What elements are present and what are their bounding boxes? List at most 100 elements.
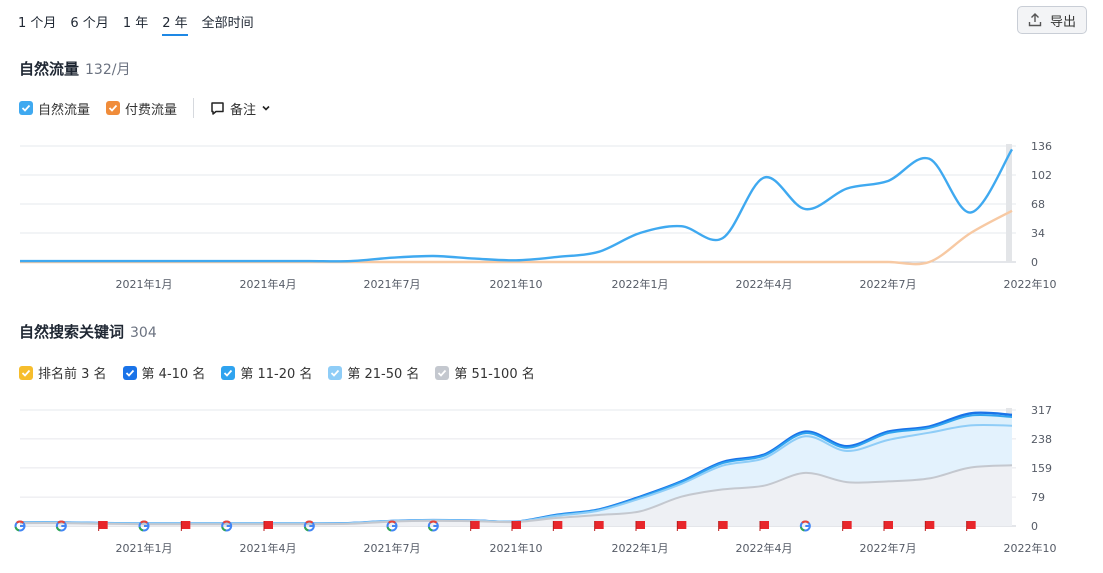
google-update-icon <box>138 520 150 532</box>
event-flag-icon <box>470 521 480 531</box>
x-tick-label: 2022年1月 <box>612 541 669 555</box>
google-ring-red <box>222 520 231 524</box>
y-tick-label: 238 <box>1031 433 1052 446</box>
export-button[interactable]: 导出 <box>1017 6 1087 34</box>
flag-body <box>636 521 645 529</box>
legend-11-20[interactable]: 第 11-20 名 <box>221 363 312 382</box>
series-line <box>20 148 1014 263</box>
keywords-title: 自然搜索关键词 304 <box>19 321 157 342</box>
traffic-title: 自然流量 132/月 <box>19 58 130 79</box>
legend-paid-traffic[interactable]: 付费流量 <box>106 99 177 118</box>
chevron-down-icon <box>262 105 270 111</box>
y-tick-label: 317 <box>1031 404 1052 417</box>
flag-body <box>264 521 273 529</box>
event-flag-icon <box>552 521 563 531</box>
flag-body <box>553 521 563 529</box>
series-line <box>20 209 1013 266</box>
organic-keywords-chart: 0 79 159 238 317 2021年1月 2021年4月 2021年7月 2021年10… <box>14 404 1057 555</box>
keywords-subtitle: 304 <box>130 325 157 341</box>
range-tab-2y[interactable]: 2 年 <box>162 12 188 36</box>
google-ring-green <box>303 526 309 532</box>
x-tick-label: 2021年1月 <box>116 277 173 291</box>
y-tick-label: 68 <box>1031 198 1045 211</box>
checkbox-icon[interactable] <box>19 365 33 380</box>
event-flag-icon <box>180 521 191 531</box>
y-tick-label: 159 <box>1031 462 1052 475</box>
x-tick-label: 2022年10 <box>1004 541 1057 555</box>
flag-body <box>718 521 728 529</box>
range-tab-all[interactable]: 全部时间 <box>201 16 254 31</box>
flag-body <box>884 521 893 529</box>
traffic-title-text: 自然流量 <box>19 60 80 78</box>
checkbox-icon[interactable] <box>106 101 121 115</box>
event-flag-icon <box>842 521 852 531</box>
flag-body <box>760 521 769 529</box>
google-update-icon <box>386 520 398 532</box>
google-ring-red <box>57 520 66 524</box>
google-ring-red <box>140 520 148 524</box>
checkbox-icon[interactable] <box>328 365 343 380</box>
event-flag-icon <box>883 521 893 531</box>
upload-icon <box>1028 13 1042 27</box>
google-ring-green <box>799 526 805 532</box>
organic-traffic-chart: 0 34 68 102 136 2021年1月 2021年4月 2021年7月 2021年10 2… <box>20 140 1057 291</box>
google-update-icon <box>55 520 67 532</box>
legend-organic-traffic[interactable]: 自然流量 <box>19 99 90 118</box>
google-ring-red <box>801 520 810 524</box>
legend-label: 排名前 3 名 <box>38 367 107 382</box>
flag-body <box>594 521 604 529</box>
y-tick-label: 136 <box>1031 140 1052 153</box>
notes-dropdown[interactable]: 备注 <box>210 99 271 118</box>
checkbox-icon[interactable] <box>122 365 137 380</box>
legend-label: 自然流量 <box>38 102 91 118</box>
legend-4-10[interactable]: 第 4-10 名 <box>122 363 205 382</box>
google-ring-green <box>386 526 392 532</box>
event-flag-icon <box>718 521 728 531</box>
google-ring-red <box>305 520 314 524</box>
event-flag-icon <box>511 521 521 531</box>
google-update-icon <box>14 520 26 532</box>
event-flag-icon <box>263 521 273 531</box>
x-tick-label: 2022年7月 <box>860 277 917 291</box>
google-ring-green <box>55 526 61 532</box>
notes-label: 备注 <box>230 102 257 118</box>
google-ring-red <box>388 520 396 524</box>
flag-body <box>966 521 976 529</box>
checkbox-icon[interactable] <box>221 365 236 380</box>
google-ring-green <box>14 526 20 532</box>
x-tick-label: 2022年4月 <box>736 277 793 291</box>
google-ring-red <box>16 520 24 524</box>
event-flag-icon <box>759 521 769 531</box>
legend-divider <box>193 98 195 118</box>
x-tick-label: 2022年1月 <box>612 277 669 291</box>
google-ring-green <box>138 526 144 532</box>
current-period-band <box>1006 144 1012 262</box>
x-tick-label: 2021年10 <box>490 541 543 555</box>
google-update-icon <box>799 520 811 532</box>
flag-body <box>842 521 852 529</box>
flag-body <box>925 521 935 529</box>
y-tick-label: 0 <box>1031 520 1038 533</box>
range-tab-1m[interactable]: 1 个月 <box>18 16 57 31</box>
keywords-legend: 排名前 3 名 第 4-10 名 第 11-20 名 第 21-50 名 第 5… <box>19 363 551 382</box>
legend-21-50[interactable]: 第 21-50 名 <box>328 363 419 382</box>
legend-top3[interactable]: 排名前 3 名 <box>19 363 107 382</box>
flag-body <box>512 521 521 529</box>
x-tick-label: 2022年4月 <box>736 541 793 555</box>
y-tick-label: 79 <box>1031 491 1045 504</box>
x-tick-label: 2022年10 <box>1004 277 1057 291</box>
google-update-icon <box>221 520 233 532</box>
traffic-subtitle: 132/月 <box>85 62 131 78</box>
checkbox-icon[interactable] <box>19 101 33 115</box>
x-tick-label: 2021年1月 <box>116 541 173 555</box>
google-ring-red <box>429 520 438 524</box>
flag-body <box>98 521 108 529</box>
x-tick-label: 2022年7月 <box>860 541 917 555</box>
range-tab-1y[interactable]: 1 年 <box>122 16 149 31</box>
legend-51-100[interactable]: 第 51-100 名 <box>435 363 535 382</box>
export-label: 导出 <box>1049 14 1076 30</box>
checkbox-icon[interactable] <box>435 365 450 380</box>
flag-body <box>677 521 687 529</box>
range-tab-6m[interactable]: 6 个月 <box>70 16 109 31</box>
legend-label: 第 21-50 名 <box>347 367 420 382</box>
